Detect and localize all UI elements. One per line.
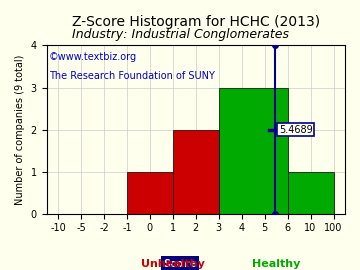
Bar [219, 87, 288, 214]
Text: Healthy: Healthy [252, 259, 300, 269]
Y-axis label: Number of companies (9 total): Number of companies (9 total) [15, 54, 25, 205]
Title: Z-Score Histogram for HCHC (2013): Z-Score Histogram for HCHC (2013) [72, 15, 320, 29]
Bar [127, 172, 173, 214]
Text: The Research Foundation of SUNY: The Research Foundation of SUNY [49, 71, 215, 81]
Bar [288, 172, 333, 214]
Text: Score: Score [163, 259, 197, 269]
Text: Industry: Industrial Conglomerates: Industry: Industrial Conglomerates [72, 28, 288, 41]
Text: 5.4689: 5.4689 [279, 124, 312, 134]
Text: Unhealthy: Unhealthy [141, 259, 205, 269]
Text: ©www.textbiz.org: ©www.textbiz.org [49, 52, 137, 62]
Bar [173, 130, 219, 214]
